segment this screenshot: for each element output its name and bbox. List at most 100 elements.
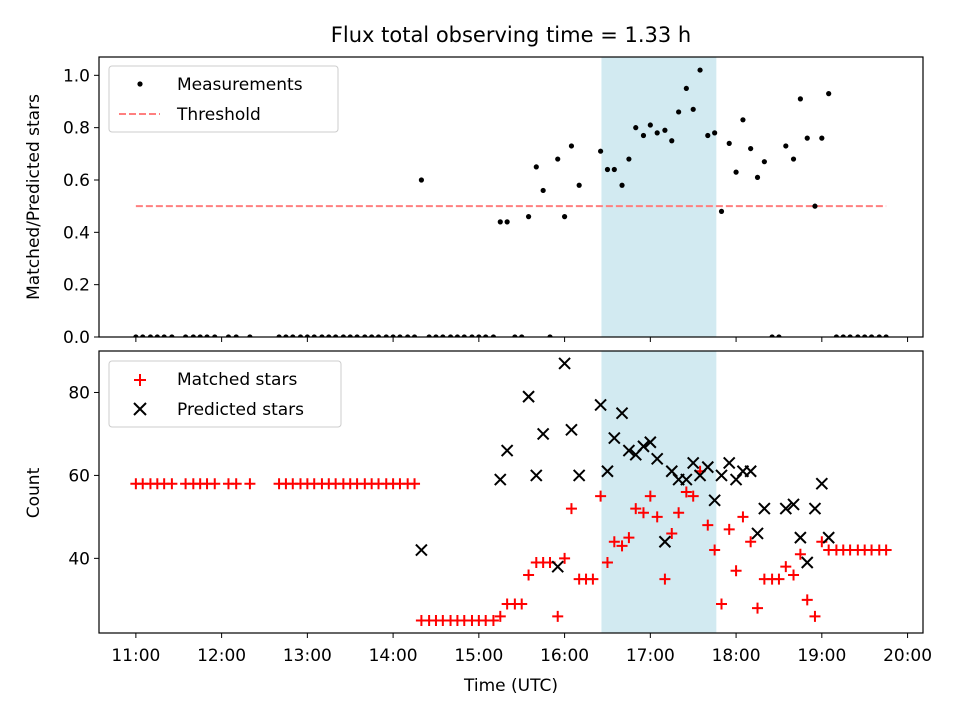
measurements-point xyxy=(754,174,761,180)
measurements-point xyxy=(190,334,196,337)
matched-stars-point xyxy=(702,519,714,531)
predicted-stars-point xyxy=(608,431,621,445)
matched-stars-point xyxy=(745,536,757,548)
matched-stars-point xyxy=(623,532,635,544)
y-tick-label-ratio: 1.0 xyxy=(63,66,90,86)
matched-stars-point xyxy=(716,598,728,610)
measurements-point xyxy=(383,334,389,337)
legend-predicted-label: Predicted stars xyxy=(177,400,304,420)
x-tick-label: 11:00 xyxy=(111,646,160,666)
measurements-point xyxy=(347,334,353,337)
measurements-point xyxy=(411,334,418,337)
measurements-point xyxy=(311,334,317,337)
matched-stars-point xyxy=(587,573,599,585)
measurements-point xyxy=(297,334,304,337)
legend-count-frame xyxy=(108,360,342,428)
measurements-point xyxy=(525,214,532,220)
measurements-point xyxy=(862,334,868,337)
measurements-point xyxy=(212,334,218,337)
y-tick-label-ratio: 0.6 xyxy=(63,171,90,191)
measurements-point xyxy=(333,334,339,337)
measurements-point xyxy=(433,334,439,337)
predicted-stars-point xyxy=(758,502,771,515)
measurements-point xyxy=(718,208,725,214)
matched-stars-point xyxy=(523,569,535,581)
measurements-point xyxy=(204,334,210,337)
matched-stars-point xyxy=(666,527,678,539)
measurements-point xyxy=(654,130,660,136)
y-tick-label-count: 60 xyxy=(68,466,90,486)
measurements-point xyxy=(319,334,325,337)
measurements-point xyxy=(619,182,625,188)
predicted-stars-point xyxy=(723,456,736,470)
predicted-stars-point xyxy=(701,460,714,474)
predicted-stars-point xyxy=(615,406,629,420)
measurements-point xyxy=(426,334,432,337)
matched-stars-point xyxy=(230,478,242,490)
measurements-point xyxy=(576,182,582,188)
measurements-point xyxy=(354,334,360,337)
y-tick-label-ratio: 0.2 xyxy=(63,276,90,296)
measurements-point xyxy=(840,334,846,337)
predicted-stars-point xyxy=(686,456,700,470)
measurements-point xyxy=(847,334,853,337)
measurements-point xyxy=(461,334,467,337)
x-axis-label: Time (UTC) xyxy=(463,676,558,696)
measurements-point xyxy=(469,334,475,337)
measurements-point xyxy=(876,334,882,337)
predicted-stars-point xyxy=(558,357,571,370)
y-tick-label-ratio: 0.0 xyxy=(63,328,90,348)
matched-stars-point xyxy=(487,615,499,627)
measurements-point xyxy=(690,106,696,112)
measurements-point xyxy=(397,334,403,337)
x-tick-label: 12:00 xyxy=(197,646,246,666)
y-axis-label-ratio: Matched/Predicted stars xyxy=(24,94,44,300)
measurements-point xyxy=(233,334,239,337)
measurements-point xyxy=(819,135,825,141)
matched-stars-point xyxy=(737,511,749,523)
measurements-point xyxy=(855,334,861,337)
measurements-point xyxy=(183,334,189,337)
predicted-stars-point xyxy=(787,498,800,511)
plot-area-ratio xyxy=(133,67,889,337)
legend-matched-marker xyxy=(134,374,146,386)
measurements-point xyxy=(568,143,575,149)
measurements-point xyxy=(626,156,632,162)
measurements-point xyxy=(533,164,539,170)
matched-stars-point xyxy=(244,478,256,490)
measurements-point xyxy=(375,334,382,337)
measurements-point xyxy=(290,334,296,337)
measurements-point xyxy=(826,91,832,97)
legend-threshold-label: Threshold xyxy=(176,105,261,125)
measurements-point xyxy=(169,334,175,337)
predicted-stars-point xyxy=(680,473,693,486)
predicted-stars-point xyxy=(751,527,764,540)
predicted-stars-point xyxy=(708,494,721,507)
predicted-stars-point xyxy=(808,502,822,515)
predicted-stars-point xyxy=(822,531,835,544)
measurements-point xyxy=(390,334,396,337)
measurements-point xyxy=(161,334,167,337)
matched-stars-point xyxy=(730,565,742,577)
matched-stars-point xyxy=(616,540,628,552)
predicted-stars-point xyxy=(729,473,743,486)
legend-measurements-marker xyxy=(137,81,143,87)
figure-title: Flux total observing time = 1.33 h xyxy=(331,23,691,47)
matched-stars-point xyxy=(608,536,620,548)
measurements-point xyxy=(662,127,668,133)
x-tick-label: 18:00 xyxy=(712,646,761,666)
measurements-point xyxy=(283,334,289,337)
matched-stars-point xyxy=(801,594,813,606)
predicted-stars-point xyxy=(415,543,428,557)
predicted-stars-point xyxy=(715,469,728,482)
measurements-point xyxy=(362,334,368,337)
measurements-point xyxy=(140,334,146,337)
measurements-point xyxy=(790,156,797,162)
measurements-point xyxy=(868,334,875,337)
measurements-point xyxy=(683,85,689,92)
measurements-point xyxy=(547,334,553,337)
measurements-point xyxy=(712,130,718,136)
matched-stars-point xyxy=(880,544,892,556)
x-tick-label: 20:00 xyxy=(883,646,932,666)
